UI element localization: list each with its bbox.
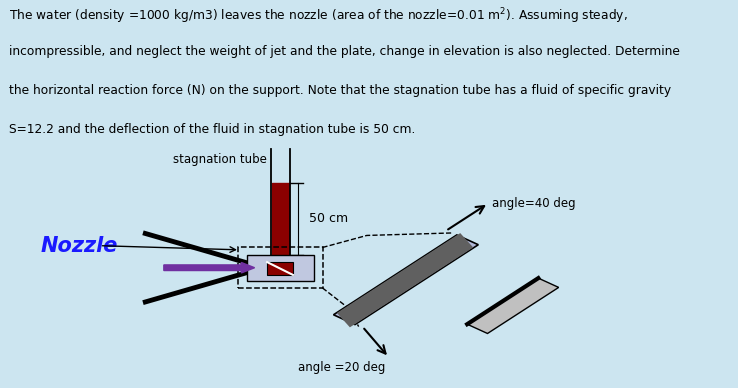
Text: 50 cm: 50 cm	[309, 212, 348, 225]
Text: incompressible, and neglect the weight of jet and the plate, change in elevation: incompressible, and neglect the weight o…	[9, 45, 680, 58]
Polygon shape	[337, 233, 473, 327]
Polygon shape	[467, 278, 559, 333]
Polygon shape	[334, 235, 478, 325]
Bar	[247, 255, 314, 281]
Text: The water (density =1000 kg/m3) leaves the nozzle (area of the nozzle=0.01 m$^2$: The water (density =1000 kg/m3) leaves t…	[9, 6, 627, 26]
Text: stagnation tube: stagnation tube	[173, 153, 267, 166]
Text: S=12.2 and the deflection of the fluid in stagnation tube is 50 cm.: S=12.2 and the deflection of the fluid i…	[9, 123, 415, 136]
Text: Nozzle: Nozzle	[41, 236, 118, 256]
Text: angle=40 deg: angle=40 deg	[492, 197, 576, 210]
Text: the horizontal reaction force (N) on the support. Note that the stagnation tube : the horizontal reaction force (N) on the…	[9, 84, 671, 97]
Text: angle =20 deg: angle =20 deg	[298, 361, 385, 374]
Bar	[238, 248, 323, 288]
FancyArrow shape	[164, 263, 255, 273]
Bar	[267, 262, 293, 275]
